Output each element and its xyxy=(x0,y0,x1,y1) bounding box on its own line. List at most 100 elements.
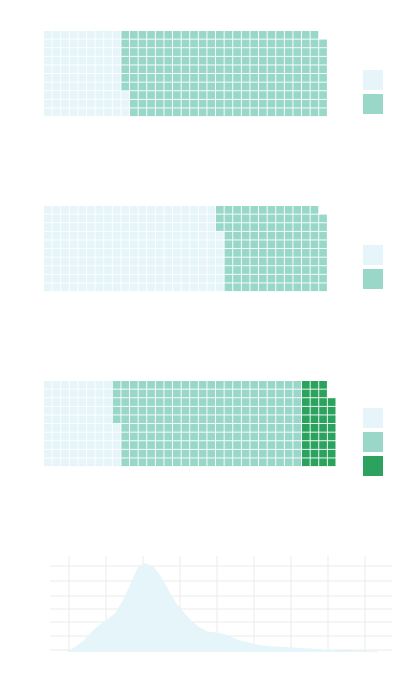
waffle-cell-series-1 xyxy=(87,415,95,424)
waffle-cell-series-2 xyxy=(130,381,138,389)
waffle-cell-series-2 xyxy=(241,274,250,283)
waffle-cell-series-1 xyxy=(130,231,138,240)
waffle-cell-series-1 xyxy=(112,206,121,214)
waffle-cell-series-2 xyxy=(284,406,293,415)
waffle-cell-series-1 xyxy=(147,240,155,249)
waffle-cell-series-2 xyxy=(147,415,155,424)
waffle-cell-series-2 xyxy=(216,108,224,117)
waffle-cell-series-1 xyxy=(190,214,198,223)
waffle-cell-series-2 xyxy=(216,82,224,91)
waffle-cell-series-1 xyxy=(121,266,130,274)
waffle-cell-series-1 xyxy=(78,406,87,415)
waffle-cell-series-1 xyxy=(155,214,164,223)
waffle-cell-series-1 xyxy=(207,283,216,292)
waffle-cell-series-2 xyxy=(130,91,138,99)
waffle-cell-series-1 xyxy=(44,56,52,65)
waffle-cell-series-1 xyxy=(69,449,78,458)
waffle-cell-series-2 xyxy=(284,449,293,458)
waffle-cell-series-2 xyxy=(181,432,190,441)
waffle-cell-series-1 xyxy=(87,406,95,415)
waffle-cell-series-2 xyxy=(250,48,259,56)
waffle-cell-series-2 xyxy=(319,214,327,223)
waffle-cell-series-2 xyxy=(319,99,327,108)
waffle-cell-series-2 xyxy=(276,415,284,424)
waffle-cell-series-1 xyxy=(147,214,155,223)
waffle-cell-series-2 xyxy=(121,56,130,65)
waffle-cell-series-1 xyxy=(155,274,164,283)
waffle-cell-series-2 xyxy=(276,458,284,467)
waffle-cell-series-2 xyxy=(319,274,327,283)
waffle-cell-series-2 xyxy=(130,398,138,406)
waffle-cell-series-2 xyxy=(130,56,138,65)
waffle-cell-series-2 xyxy=(112,398,121,406)
waffle-cell-series-1 xyxy=(44,65,52,74)
waffle-cell-series-2 xyxy=(121,48,130,56)
waffle-cell-series-2 xyxy=(224,206,233,214)
waffle-cell-series-1 xyxy=(44,206,52,214)
waffle-cell-series-2 xyxy=(233,424,241,432)
waffle-cell-series-2 xyxy=(250,82,259,91)
waffle-cell-series-2 xyxy=(250,424,259,432)
waffle-cell-series-2 xyxy=(233,223,241,231)
waffle-cell-series-2 xyxy=(241,266,250,274)
waffle-cell-series-2 xyxy=(155,441,164,449)
waffle-cell-series-2 xyxy=(233,82,241,91)
waffle-cell-series-1 xyxy=(52,249,61,257)
waffle-cell-series-2 xyxy=(259,432,267,441)
waffle-cell-series-2 xyxy=(267,458,276,467)
waffle-cell-series-2 xyxy=(250,223,259,231)
waffle-cell-series-1 xyxy=(87,240,95,249)
waffle-cell-series-2 xyxy=(198,415,207,424)
waffle-cell-series-2 xyxy=(155,381,164,389)
waffle-cell-series-2 xyxy=(130,48,138,56)
waffle-cell-series-1 xyxy=(104,48,112,56)
waffle-cell-series-2 xyxy=(267,381,276,389)
waffle-cell-series-1 xyxy=(138,223,147,231)
waffle-cell-series-2 xyxy=(310,240,319,249)
waffle-cell-series-1 xyxy=(173,214,181,223)
waffle-cell-series-2 xyxy=(233,206,241,214)
waffle-cell-series-1 xyxy=(69,389,78,398)
waffle-cell-series-1 xyxy=(69,82,78,91)
waffle-cell-series-1 xyxy=(104,389,112,398)
waffle-cell-series-2 xyxy=(207,458,216,467)
waffle-cell-series-2 xyxy=(259,56,267,65)
waffle-cell-series-2 xyxy=(190,91,198,99)
waffle-cell-series-2 xyxy=(259,48,267,56)
waffle-cell-series-2 xyxy=(173,74,181,82)
waffle-cell-series-2 xyxy=(147,48,155,56)
waffle-cell-series-2 xyxy=(293,231,302,240)
waffle-cell-series-1 xyxy=(104,99,112,108)
waffle-cell-series-2 xyxy=(302,39,310,48)
waffle-cell-series-2 xyxy=(284,206,293,214)
waffle-cell-series-2 xyxy=(276,31,284,39)
waffle-cell-series-2 xyxy=(310,223,319,231)
waffle-cell-series-2 xyxy=(138,415,147,424)
waffle-cell-series-1 xyxy=(198,274,207,283)
waffle-cell-series-2 xyxy=(138,458,147,467)
waffle-cell-series-1 xyxy=(52,257,61,266)
waffle-cell-series-1 xyxy=(52,74,61,82)
waffle-cell-series-2 xyxy=(198,449,207,458)
waffle-cell-series-2 xyxy=(224,266,233,274)
waffle-cell-series-2 xyxy=(181,48,190,56)
waffle-cell-series-1 xyxy=(78,231,87,240)
waffle-cell-series-1 xyxy=(87,283,95,292)
waffle-cell-series-2 xyxy=(293,56,302,65)
waffle-cell-series-2 xyxy=(130,406,138,415)
waffle-cell-series-1 xyxy=(216,283,224,292)
waffle-cell-series-2 xyxy=(241,432,250,441)
waffle-cell-series-2 xyxy=(250,249,259,257)
waffle-cell-series-1 xyxy=(61,231,69,240)
waffle-cell-series-3 xyxy=(310,389,319,398)
waffle-cell-series-2 xyxy=(112,381,121,389)
waffle-cell-series-1 xyxy=(87,65,95,74)
waffle-cell-series-1 xyxy=(138,274,147,283)
waffle-cell-series-2 xyxy=(164,424,173,432)
waffle-cell-series-2 xyxy=(190,65,198,74)
waffle-cell-series-2 xyxy=(319,283,327,292)
waffle-cell-series-2 xyxy=(224,424,233,432)
waffle-cell-series-2 xyxy=(138,99,147,108)
waffle-cell-series-2 xyxy=(302,206,310,214)
waffle-cell-series-2 xyxy=(259,231,267,240)
